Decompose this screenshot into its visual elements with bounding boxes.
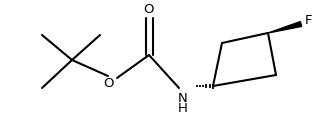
Text: H: H (178, 102, 188, 115)
Text: O: O (103, 77, 113, 90)
Text: O: O (144, 3, 154, 16)
Text: F: F (305, 13, 312, 26)
Polygon shape (268, 22, 302, 33)
Text: N: N (178, 92, 188, 105)
